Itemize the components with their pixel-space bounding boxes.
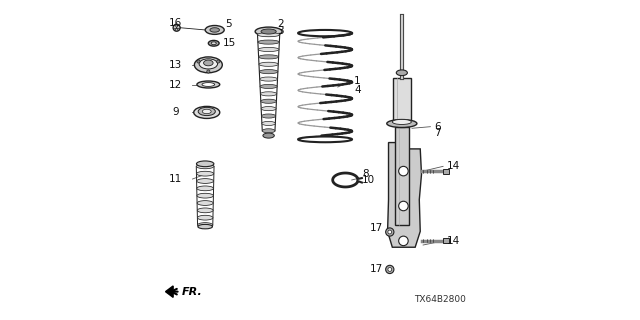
Ellipse shape xyxy=(258,40,279,44)
Text: 5: 5 xyxy=(225,19,232,29)
Text: 12: 12 xyxy=(169,79,182,90)
Ellipse shape xyxy=(196,164,214,169)
Ellipse shape xyxy=(261,107,276,111)
Circle shape xyxy=(207,70,210,73)
Bar xyxy=(443,169,449,174)
Text: 4: 4 xyxy=(355,85,361,95)
Ellipse shape xyxy=(261,99,276,103)
Circle shape xyxy=(399,236,408,246)
Ellipse shape xyxy=(260,77,278,81)
Text: 17: 17 xyxy=(370,223,383,233)
Text: 7: 7 xyxy=(434,128,441,138)
Text: 6: 6 xyxy=(434,122,441,132)
Ellipse shape xyxy=(392,119,412,124)
Ellipse shape xyxy=(194,106,220,118)
Circle shape xyxy=(386,228,394,236)
Bar xyxy=(393,77,411,125)
Text: 14: 14 xyxy=(447,161,460,171)
Text: 10: 10 xyxy=(362,175,375,185)
Ellipse shape xyxy=(197,208,213,213)
Ellipse shape xyxy=(259,55,278,59)
Text: TX64B2800: TX64B2800 xyxy=(414,295,466,304)
Circle shape xyxy=(388,230,392,234)
Circle shape xyxy=(399,201,408,211)
Ellipse shape xyxy=(258,47,279,52)
Text: 16: 16 xyxy=(169,18,182,28)
Ellipse shape xyxy=(262,129,275,133)
Ellipse shape xyxy=(257,33,280,37)
Ellipse shape xyxy=(198,223,212,228)
Circle shape xyxy=(173,24,180,31)
Polygon shape xyxy=(395,127,409,225)
Ellipse shape xyxy=(260,92,276,96)
Ellipse shape xyxy=(197,201,213,205)
Ellipse shape xyxy=(259,70,278,74)
Circle shape xyxy=(217,60,220,63)
Ellipse shape xyxy=(210,28,220,32)
Text: 1: 1 xyxy=(355,76,361,86)
Circle shape xyxy=(197,60,200,63)
Ellipse shape xyxy=(197,81,220,88)
Ellipse shape xyxy=(204,60,213,66)
Text: 13: 13 xyxy=(169,60,182,70)
Text: 9: 9 xyxy=(172,108,179,117)
Bar xyxy=(443,238,449,244)
Text: 8: 8 xyxy=(362,169,369,179)
Text: 14: 14 xyxy=(447,236,460,246)
Text: FR.: FR. xyxy=(182,287,203,297)
Ellipse shape xyxy=(202,109,211,114)
Circle shape xyxy=(386,265,394,274)
Ellipse shape xyxy=(196,161,214,167)
Text: 3: 3 xyxy=(277,26,284,36)
Ellipse shape xyxy=(255,27,282,36)
Ellipse shape xyxy=(197,215,213,220)
Ellipse shape xyxy=(197,186,214,191)
Ellipse shape xyxy=(262,121,275,125)
Polygon shape xyxy=(388,142,422,247)
Ellipse shape xyxy=(259,62,278,66)
Text: 11: 11 xyxy=(169,174,182,184)
Ellipse shape xyxy=(262,114,276,118)
Ellipse shape xyxy=(387,120,417,127)
Circle shape xyxy=(399,166,408,176)
Ellipse shape xyxy=(211,42,216,45)
Ellipse shape xyxy=(396,70,408,76)
Ellipse shape xyxy=(263,133,275,138)
Circle shape xyxy=(388,268,392,271)
Ellipse shape xyxy=(205,26,224,34)
Polygon shape xyxy=(166,286,173,297)
Ellipse shape xyxy=(202,83,214,86)
Ellipse shape xyxy=(198,107,215,116)
Ellipse shape xyxy=(199,59,218,69)
Text: 2: 2 xyxy=(277,19,284,28)
Ellipse shape xyxy=(198,224,212,229)
Text: 17: 17 xyxy=(370,264,383,275)
Ellipse shape xyxy=(195,57,222,73)
Ellipse shape xyxy=(260,84,277,89)
Ellipse shape xyxy=(196,171,214,176)
Ellipse shape xyxy=(261,29,276,34)
Ellipse shape xyxy=(197,193,213,198)
Ellipse shape xyxy=(209,40,219,46)
Ellipse shape xyxy=(196,179,214,183)
Text: 15: 15 xyxy=(223,38,237,48)
